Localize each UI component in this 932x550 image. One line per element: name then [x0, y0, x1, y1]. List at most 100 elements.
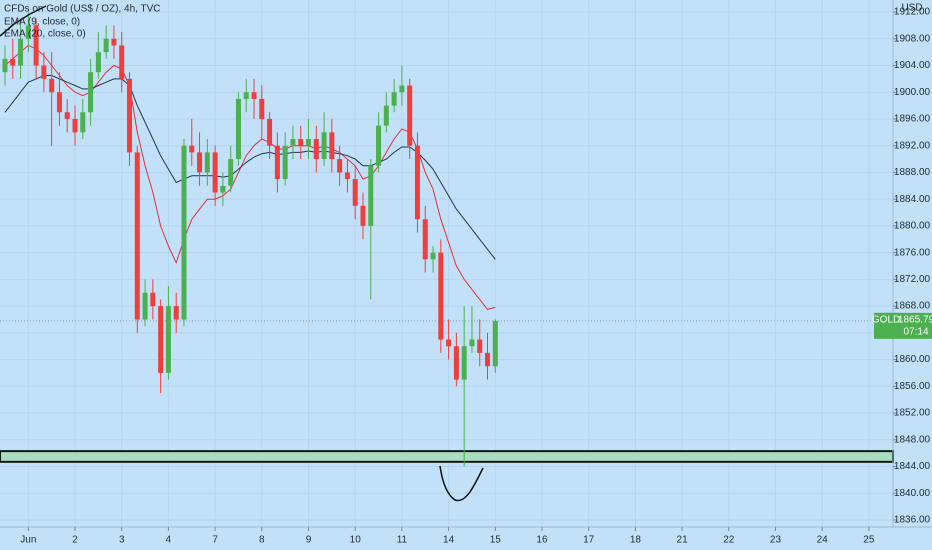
candle-body — [360, 205, 366, 226]
candle-body — [469, 339, 475, 347]
y-tick-label: 1852.00 — [894, 408, 931, 419]
candle-body — [228, 159, 234, 186]
candle-body — [189, 145, 195, 153]
candle-body — [88, 72, 94, 113]
candle-body — [41, 65, 47, 79]
y-tick-label: 1856.00 — [894, 381, 931, 392]
drawing-curve — [439, 465, 484, 502]
candle-body — [111, 38, 117, 46]
candle-body — [235, 98, 241, 160]
candle-body — [337, 159, 343, 173]
candle-body — [49, 78, 55, 93]
candle-body — [446, 339, 452, 347]
chart-title: CFDs on Gold (US$ / OZ), 4h, TVC — [4, 4, 161, 15]
currency-label: USD — [901, 3, 922, 14]
axis-layer: 1836.00 1840.00 1844.00 1848.00 1852.00 1856.… — [20, 7, 932, 546]
candle-body — [259, 98, 265, 119]
y-tick-label: 1872.00 — [894, 274, 931, 285]
candle-body — [368, 165, 374, 226]
x-tick-label: 16 — [536, 535, 548, 546]
candle-body — [64, 112, 70, 119]
x-tick-label: 22 — [723, 535, 735, 546]
candle-body — [103, 38, 109, 53]
candle-body — [127, 78, 133, 153]
candle-body — [274, 145, 280, 180]
x-tick-label: 11 — [397, 535, 408, 546]
x-tick-label: 7 — [212, 535, 218, 546]
y-tick-label: 1868.00 — [894, 301, 931, 312]
ema-line — [4, 44, 496, 310]
x-tick-label: 2 — [72, 535, 78, 546]
candle-body — [492, 320, 498, 367]
x-tick-label: 3 — [119, 535, 125, 546]
candle-body — [414, 145, 420, 220]
x-tick-label: 23 — [770, 535, 782, 546]
candle-body — [461, 346, 467, 380]
candle-body — [376, 125, 382, 166]
candle-body — [212, 152, 218, 193]
candle-body — [282, 145, 288, 180]
support-zone — [0, 450, 894, 463]
y-tick-label: 1840.00 — [894, 488, 931, 499]
candle-body — [438, 252, 444, 340]
candle-body — [134, 152, 140, 320]
candle-body — [383, 105, 389, 126]
y-tick-label: 1880.00 — [894, 221, 931, 232]
x-tick-label: 21 — [677, 535, 689, 546]
x-tick-label: 25 — [863, 535, 875, 546]
legend-entry: EMA (20, close, 0) — [4, 29, 86, 40]
candle-body — [251, 92, 257, 99]
candle-body — [485, 352, 491, 367]
candle-body — [290, 139, 296, 146]
candle-body — [95, 52, 101, 73]
y-tick-label: 1896.00 — [894, 114, 931, 125]
price-label-symbol: GOLD — [872, 315, 900, 326]
candle-layer — [2, 12, 498, 467]
legend-entry: EMA (9, close, 0) — [4, 17, 80, 28]
candle-body — [453, 346, 459, 380]
candle-body — [25, 25, 31, 39]
drawing-line — [0, 5, 47, 37]
candle-body — [18, 38, 24, 66]
x-tick-label: 18 — [630, 535, 642, 546]
candle-body — [220, 185, 226, 193]
candle-body — [407, 85, 413, 146]
candle-body — [181, 145, 187, 320]
grid — [0, 0, 893, 527]
x-tick-label: 14 — [443, 535, 455, 546]
y-tick-label: 1884.00 — [894, 194, 931, 205]
x-tick-label: 9 — [306, 535, 312, 546]
y-tick-label: 1876.00 — [894, 247, 931, 258]
candle-body — [243, 92, 249, 99]
y-tick-label: 1900.00 — [894, 87, 931, 98]
candle-body — [197, 152, 203, 173]
price-label-symbol-box — [874, 312, 899, 326]
candle-body — [204, 152, 210, 173]
y-tick-label: 1860.00 — [894, 354, 931, 365]
y-tick-label: 1904.00 — [894, 60, 931, 71]
candle-body — [321, 132, 327, 160]
x-tick-label: 10 — [350, 535, 362, 546]
candle-body — [165, 306, 171, 373]
price-label-value: 1865.79 — [898, 315, 932, 326]
candle-body — [306, 139, 312, 146]
ema-layer — [4, 44, 496, 310]
x-tick-label: 24 — [817, 535, 829, 546]
candle-body — [10, 58, 16, 66]
candle-body — [422, 219, 428, 260]
candle-body — [391, 92, 397, 106]
y-tick-label: 1836.00 — [894, 515, 931, 526]
candle-body — [430, 252, 436, 260]
candle-body — [313, 139, 319, 160]
candle-body — [150, 292, 156, 307]
candle-body — [267, 118, 273, 146]
candle-body — [329, 132, 335, 160]
candle-body — [2, 58, 8, 73]
y-tick-label: 1844.00 — [894, 461, 931, 472]
candle-body — [399, 85, 405, 93]
candle-body — [352, 179, 358, 206]
x-tick-label: 4 — [166, 535, 172, 546]
